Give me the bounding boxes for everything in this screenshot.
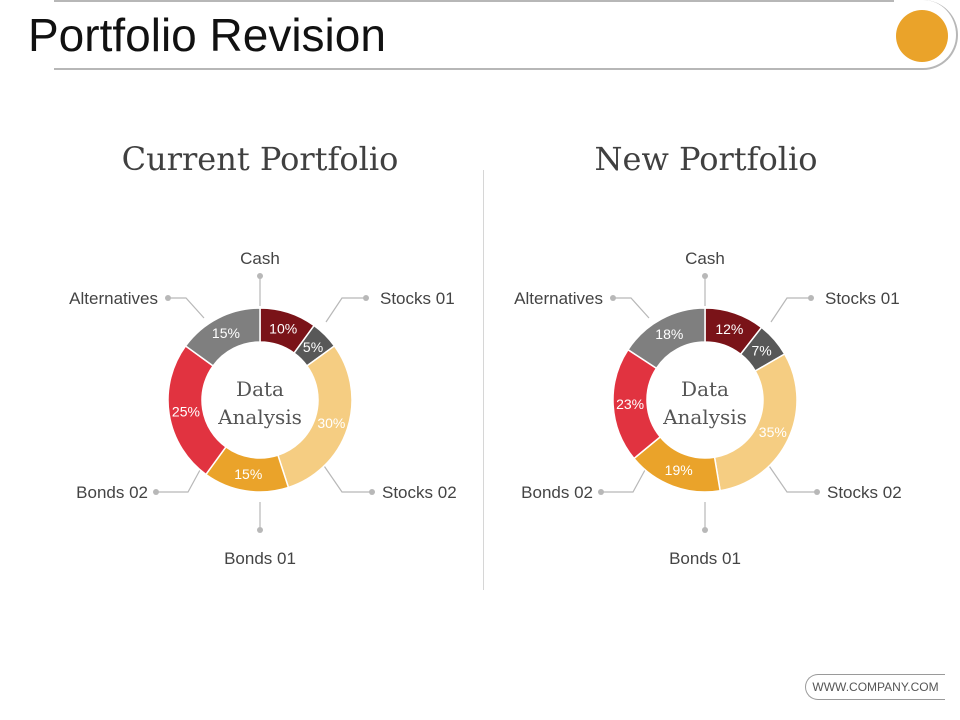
category-label-bonds-01: Bonds 01 xyxy=(224,549,296,568)
slice-label-cash: 10% xyxy=(269,321,297,337)
title-frame xyxy=(54,0,958,70)
callout-dot-bonds-01 xyxy=(257,527,263,533)
category-label-stocks-01: Stocks 01 xyxy=(825,289,900,308)
category-label-cash: Cash xyxy=(240,249,280,268)
slice-label-stocks-01: 7% xyxy=(751,343,771,359)
category-label-alternatives: Alternatives xyxy=(69,289,158,308)
callout-dot-bonds-02 xyxy=(598,489,604,495)
slice-alternatives xyxy=(184,307,261,367)
callout-dot-alternatives xyxy=(165,295,171,301)
callout-dot-stocks-02 xyxy=(369,489,375,495)
slice-label-bonds-01: 15% xyxy=(234,466,262,482)
category-label-alternatives: Alternatives xyxy=(514,289,603,308)
slice-label-stocks-01: 5% xyxy=(303,339,323,355)
callout-dot-stocks-02 xyxy=(814,489,820,495)
current-portfolio-heading: Current Portfolio xyxy=(121,140,399,178)
callout-dot-cash xyxy=(257,273,263,279)
slice-label-bonds-02: 23% xyxy=(616,396,644,412)
category-label-bonds-01: Bonds 01 xyxy=(669,549,741,568)
callout-line-bonds-02 xyxy=(601,469,646,493)
accent-dot xyxy=(896,10,948,62)
category-label-bonds-02: Bonds 02 xyxy=(76,483,148,502)
new-portfolio-heading: New Portfolio xyxy=(594,140,818,178)
callout-dot-cash xyxy=(702,273,708,279)
category-label-stocks-01: Stocks 01 xyxy=(380,289,455,308)
current-portfolio-donut-chart: 10% Cash 5% Stocks 01 30% Stocks 02 15% Bonds 0… xyxy=(69,249,457,568)
callout-line-alternatives xyxy=(613,297,650,319)
callout-line-stocks-02 xyxy=(319,459,372,493)
slice-label-stocks-02: 35% xyxy=(759,424,787,440)
callout-line-stocks-01 xyxy=(325,297,366,323)
new-portfolio-donut-chart: 12% Cash 7% Stocks 01 35% Stocks 02 19% Bonds 0… xyxy=(514,249,902,568)
slice-label-alternatives: 18% xyxy=(655,326,683,342)
callout-dot-stocks-01 xyxy=(808,295,814,301)
center-label-line-2: Analysis xyxy=(662,405,747,429)
page-title: Portfolio Revision xyxy=(28,8,394,62)
callout-line-bonds-02 xyxy=(156,469,201,493)
callout-dot-bonds-02 xyxy=(153,489,159,495)
center-label-line-2: Analysis xyxy=(217,405,302,429)
category-label-stocks-02: Stocks 02 xyxy=(827,483,902,502)
slice-label-bonds-01: 19% xyxy=(665,462,693,478)
divider xyxy=(483,170,484,590)
footer-website: WWW.COMPANY.COM xyxy=(805,674,945,700)
callout-dot-bonds-01 xyxy=(702,527,708,533)
slice-label-cash: 12% xyxy=(715,321,743,337)
category-label-cash: Cash xyxy=(685,249,725,268)
category-label-bonds-02: Bonds 02 xyxy=(521,483,593,502)
callout-line-stocks-01 xyxy=(770,297,811,323)
callout-line-alternatives xyxy=(168,297,205,319)
slice-label-alternatives: 15% xyxy=(212,325,240,341)
center-label-line-1: Data xyxy=(681,377,729,401)
callout-dot-stocks-01 xyxy=(363,295,369,301)
slice-label-stocks-02: 30% xyxy=(317,415,345,431)
slice-stocks-02 xyxy=(713,352,798,492)
category-label-stocks-02: Stocks 02 xyxy=(382,483,457,502)
callout-line-stocks-02 xyxy=(764,459,817,493)
callout-dot-alternatives xyxy=(610,295,616,301)
slice-alternatives xyxy=(626,307,706,370)
center-label-line-1: Data xyxy=(236,377,284,401)
slice-label-bonds-02: 25% xyxy=(172,404,200,420)
